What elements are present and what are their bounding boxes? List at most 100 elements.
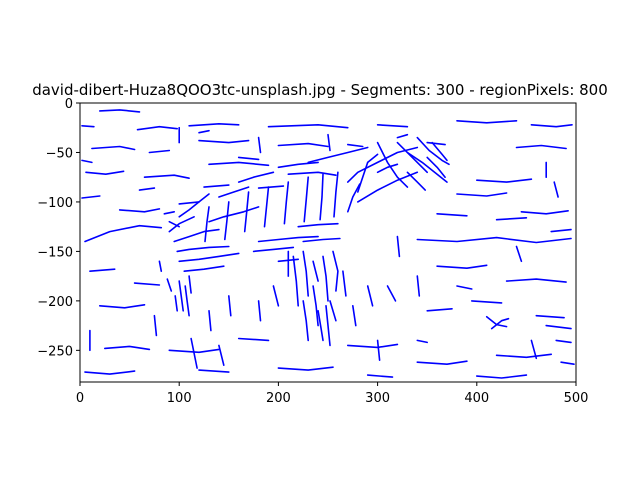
- segment-line-14: [85, 170, 125, 175]
- segment-line-65: [366, 285, 374, 307]
- segment-line-121: [317, 309, 324, 342]
- segment-line-83: [346, 146, 419, 183]
- segment-line-87: [406, 151, 448, 183]
- segment-line-79: [198, 129, 210, 134]
- segment-line-78: [515, 245, 523, 263]
- segment-line-5: [376, 124, 409, 128]
- segment-line-43: [495, 353, 553, 359]
- segment-line-68: [555, 339, 572, 344]
- segment-lines: [81, 109, 575, 379]
- segment-line-80: [237, 156, 260, 161]
- segment-line-113: [277, 258, 300, 263]
- segment-line-1: [81, 125, 95, 128]
- segment-line-118: [312, 285, 319, 327]
- segment-line-31: [99, 303, 146, 309]
- segment-line-11: [277, 142, 329, 148]
- segment-line-10: [198, 139, 250, 144]
- segment-line-42: [416, 360, 468, 366]
- segment-line-102: [224, 201, 230, 241]
- y-tick-label: 0: [65, 97, 73, 112]
- segment-line-123: [184, 285, 190, 317]
- segment-line-89: [426, 156, 446, 178]
- segment-line-6: [456, 120, 518, 124]
- segment-line-47: [277, 366, 334, 371]
- segment-line-63: [416, 339, 429, 344]
- y-tick-label: −150: [37, 245, 73, 260]
- segment-line-9: [148, 149, 171, 154]
- segment-line-122: [178, 280, 184, 312]
- segment-line-28: [436, 213, 468, 217]
- segment-line-137: [257, 300, 262, 322]
- x-tick-label: 400: [464, 391, 489, 406]
- segment-line-20: [81, 195, 101, 199]
- segment-line-30: [133, 282, 161, 286]
- segment-line-125: [188, 275, 192, 294]
- segment-line-7: [530, 124, 573, 128]
- segment-line-29: [89, 268, 116, 273]
- segment-line-139: [396, 235, 401, 258]
- segment-line-36: [535, 314, 565, 319]
- segment-line-129: [406, 171, 427, 191]
- y-tick-label: −200: [37, 295, 73, 310]
- segment-line-73: [81, 159, 93, 164]
- segment-line-111: [297, 222, 339, 228]
- segment-line-84: [356, 171, 419, 203]
- segment-line-124: [174, 295, 178, 312]
- segment-line-94: [218, 186, 250, 198]
- segment-line-136: [228, 295, 232, 317]
- segment-line-100: [183, 265, 225, 273]
- segment-line-61: [351, 304, 357, 327]
- segment-line-58: [312, 260, 319, 282]
- segment-line-109: [257, 235, 319, 243]
- segment-line-117: [292, 255, 300, 307]
- segment-line-22: [178, 201, 200, 205]
- segment-line-101: [204, 206, 210, 243]
- segment-line-98: [176, 245, 230, 253]
- segment-line-105: [283, 181, 290, 225]
- segment-line-24: [520, 210, 569, 215]
- segment-line-25: [84, 224, 163, 243]
- segment-line-108: [333, 171, 339, 218]
- segment-line-18: [475, 178, 533, 183]
- segment-line-48: [366, 374, 394, 378]
- segment-line-59: [342, 270, 347, 297]
- segment-line-57: [272, 285, 280, 307]
- segment-line-119: [302, 300, 310, 342]
- segment-line-70: [138, 187, 156, 191]
- segment-line-15: [143, 174, 190, 179]
- segment-line-45: [84, 370, 136, 375]
- segment-line-0: [99, 109, 141, 113]
- axes-frame: [79, 102, 577, 383]
- segment-line-92: [277, 161, 319, 169]
- segment-line-75: [426, 141, 446, 146]
- segment-line-133: [327, 133, 331, 152]
- segment-line-99: [178, 252, 240, 263]
- segment-line-134: [257, 136, 262, 154]
- segment-line-44: [560, 361, 575, 366]
- segment-line-2: [136, 125, 178, 131]
- segment-line-110: [252, 246, 295, 253]
- segment-line-85: [376, 141, 409, 188]
- segment-line-35: [470, 300, 503, 304]
- segment-line-116: [302, 250, 310, 297]
- segment-line-12: [346, 143, 364, 148]
- segment-line-50: [163, 211, 175, 215]
- x-tick-label: 300: [365, 391, 390, 406]
- segment-line-52: [158, 260, 163, 273]
- segment-line-72: [257, 185, 285, 189]
- segment-line-8: [91, 145, 136, 151]
- segment-line-127: [346, 183, 361, 213]
- segment-line-23: [456, 192, 508, 197]
- segment-line-103: [243, 191, 250, 233]
- segment-line-21: [118, 208, 161, 213]
- segment-line-128: [376, 163, 399, 174]
- segment-line-91: [307, 146, 369, 164]
- segment-line-120: [325, 304, 331, 347]
- segment-line-54: [190, 337, 198, 369]
- segment-line-138: [208, 309, 212, 332]
- segment-line-49: [475, 374, 528, 379]
- segment-line-88: [416, 136, 450, 166]
- segment-line-13: [515, 144, 567, 150]
- segment-line-33: [505, 278, 567, 283]
- segment-line-53: [166, 278, 173, 292]
